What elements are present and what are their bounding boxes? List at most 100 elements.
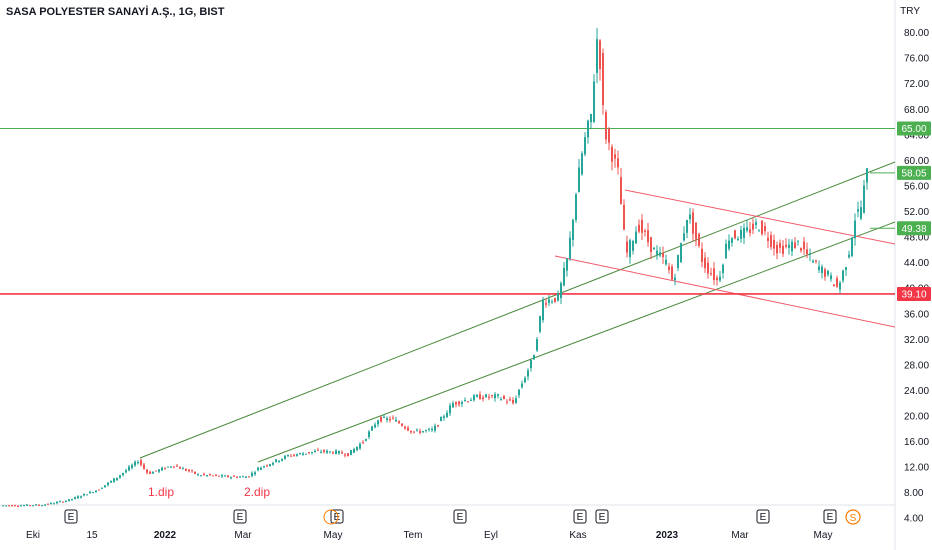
earnings-marker-box — [64, 509, 78, 524]
candle-body — [221, 475, 223, 477]
candle-body — [320, 451, 322, 453]
candle-body — [203, 473, 205, 475]
candle-body — [617, 158, 619, 168]
candle-body — [842, 270, 844, 281]
candle-body — [545, 303, 547, 305]
earnings-event-marker[interactable]: E — [595, 509, 609, 524]
candle-body — [416, 429, 418, 431]
horizontal-levels — [0, 127, 895, 295]
candle-body — [443, 416, 445, 418]
candle-body — [812, 260, 814, 263]
y-tick-label: 32.00 — [904, 335, 929, 346]
candle-body — [62, 501, 64, 503]
candle-body — [302, 453, 304, 456]
candle-body — [512, 399, 514, 404]
candle-body — [74, 497, 76, 499]
earnings-event-marker[interactable]: E — [756, 509, 770, 524]
candle-body — [272, 462, 274, 465]
candle-body — [56, 501, 58, 504]
candle-body — [746, 227, 748, 231]
candle-body — [308, 452, 310, 454]
candle-body — [521, 383, 523, 388]
candle-body — [599, 40, 601, 70]
x-tick-label: Tem — [404, 530, 423, 541]
earnings-event-marker[interactable]: E — [573, 509, 587, 524]
candle-body — [77, 496, 79, 499]
candle-body — [398, 421, 400, 424]
candle-body — [218, 475, 220, 477]
candle-body — [659, 252, 661, 256]
candle-body — [602, 53, 604, 106]
candle-body — [758, 230, 760, 232]
candle-body — [692, 212, 694, 234]
candle-body — [614, 154, 616, 159]
candle-body — [362, 442, 364, 444]
candle-body — [131, 464, 133, 468]
candle-body — [680, 243, 682, 263]
candle-body — [89, 491, 91, 494]
y-tick-label: 52.00 — [904, 207, 929, 218]
candle-body — [251, 472, 253, 477]
candle-body — [779, 243, 781, 248]
event-markers[interactable]: EEEEEEEEES — [64, 509, 861, 525]
earnings-event-marker[interactable]: E — [233, 509, 247, 524]
candle-body — [647, 230, 649, 243]
split-event-marker[interactable]: S — [845, 509, 861, 525]
y-tick-label: 80.00 — [904, 28, 929, 39]
candle-body — [572, 219, 574, 241]
earnings-event-marker[interactable]: E — [64, 509, 78, 524]
candle-body — [236, 476, 238, 478]
candle-body — [821, 266, 823, 274]
candle-body — [731, 238, 733, 243]
candle-body — [71, 499, 73, 501]
candle-body — [185, 468, 187, 471]
candle-body — [482, 397, 484, 400]
earnings-marker-text: E — [599, 512, 606, 523]
candle-body — [242, 476, 244, 478]
candle-body — [806, 249, 808, 255]
candle-body — [503, 395, 505, 399]
x-tick-label: May — [324, 530, 343, 541]
earnings-event-marker[interactable]: E — [330, 509, 344, 524]
candle-body — [383, 416, 385, 418]
earnings-marker-box — [330, 509, 344, 524]
candle-body — [677, 255, 679, 269]
candle-body — [164, 467, 166, 469]
y-tick-label: 8.00 — [904, 488, 924, 499]
candle-body — [35, 504, 37, 506]
candle-body — [548, 299, 550, 303]
candle-body — [662, 253, 664, 257]
candle-body — [479, 394, 481, 400]
candle-body — [23, 505, 25, 507]
time-axis[interactable]: Eki 15 2022 Mar May Tem Eyl Kas 2023 Mar May — [26, 530, 832, 541]
candle-body — [275, 459, 277, 462]
candle-body — [332, 452, 334, 454]
candle-body — [590, 113, 592, 123]
candle-body — [530, 359, 532, 369]
earnings-marker-text: E — [457, 512, 464, 523]
earnings-marker-text: E — [334, 512, 341, 523]
earnings-event-marker[interactable]: E — [453, 509, 467, 524]
earnings-event-marker[interactable]: E — [823, 509, 837, 524]
price-axis[interactable]: 4.00 8.00 12.00 16.00 20.00 24.00 28.00 32.00 36… — [904, 28, 929, 525]
x-tick-label: Mar — [234, 530, 252, 541]
candle-body — [233, 475, 235, 477]
y-tick-label: 72.00 — [904, 79, 929, 90]
candle-body — [2, 505, 4, 507]
y-tick-label: 60.00 — [904, 156, 929, 167]
candle-body — [644, 230, 646, 232]
candle-body — [323, 449, 325, 452]
candle-body — [626, 241, 628, 253]
y-tick-label: 56.00 — [904, 181, 929, 192]
candle-body — [707, 262, 709, 274]
candle-body — [380, 416, 382, 422]
candle-body — [26, 504, 28, 506]
upper-red-channel-line — [624, 189, 896, 245]
candle-body — [716, 277, 718, 281]
currency-label: TRY — [900, 6, 920, 17]
annotations: 1.dip 2.dip — [148, 485, 270, 499]
y-tick-label: 16.00 — [904, 437, 929, 448]
candle-body — [551, 301, 553, 303]
earnings-marker-text: E — [577, 512, 584, 523]
